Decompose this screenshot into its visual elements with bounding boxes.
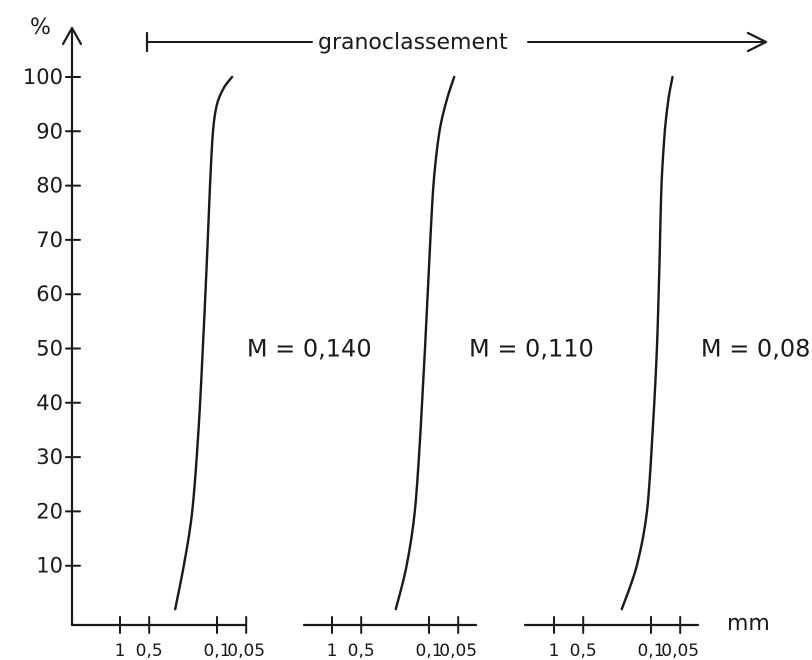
x-axis-unit-label: mm (727, 611, 770, 636)
y-tick-label: 60 (36, 282, 63, 306)
y-tick-label: 100 (23, 65, 63, 89)
y-axis-ticks: 10 20 30 40 50 60 70 80 90 100 (23, 65, 81, 578)
y-axis-arrowhead (61, 26, 83, 46)
x-tick-label: 1 (549, 641, 560, 660)
x-tick-label: 0,5 (348, 641, 375, 660)
cumulative-curve-1 (174, 75, 234, 611)
panel-1: 1 0,5 0,10,05 M = 0,140 (70, 75, 372, 660)
y-tick-label: 90 (36, 119, 63, 143)
cumulative-curve-3 (620, 75, 674, 611)
x-tick-label: 0,05 (439, 641, 477, 660)
y-tick-label: 50 (36, 337, 63, 361)
y-axis-label: % (30, 15, 51, 40)
panel-3: 1 0,5 0,10,05 M = 0,087 (523, 75, 812, 660)
cumulative-curve-2 (394, 75, 456, 611)
x-tick-label: 0,1 (415, 641, 442, 660)
x-tick-label: 0,5 (570, 641, 597, 660)
y-tick-label: 80 (36, 174, 63, 198)
granoclassement-arrow: granoclassement (145, 30, 768, 55)
y-tick-label: 40 (36, 391, 63, 415)
chart-title: granoclassement (318, 30, 508, 55)
arrow-head (746, 31, 768, 53)
y-tick-label: 20 (36, 499, 63, 523)
y-tick-label: 70 (36, 228, 63, 252)
median-label-1: M = 0,140 (247, 335, 372, 363)
x-tick-label: 0,05 (227, 641, 265, 660)
y-tick-label: 10 (36, 554, 63, 578)
panel-2: 1 0,5 0,10,05 M = 0,110 (302, 75, 594, 660)
x-tick-label: 1 (327, 641, 338, 660)
y-tick-label: 30 (36, 445, 63, 469)
x-tick-label: 1 (115, 641, 126, 660)
x-tick-label: 0,1 (637, 641, 664, 660)
median-label-3: M = 0,087 (701, 335, 812, 363)
x-tick-label: 0,5 (136, 641, 163, 660)
x-tick-label: 0,1 (203, 641, 230, 660)
median-label-2: M = 0,110 (469, 335, 594, 363)
x-tick-label: 0,05 (661, 641, 699, 660)
